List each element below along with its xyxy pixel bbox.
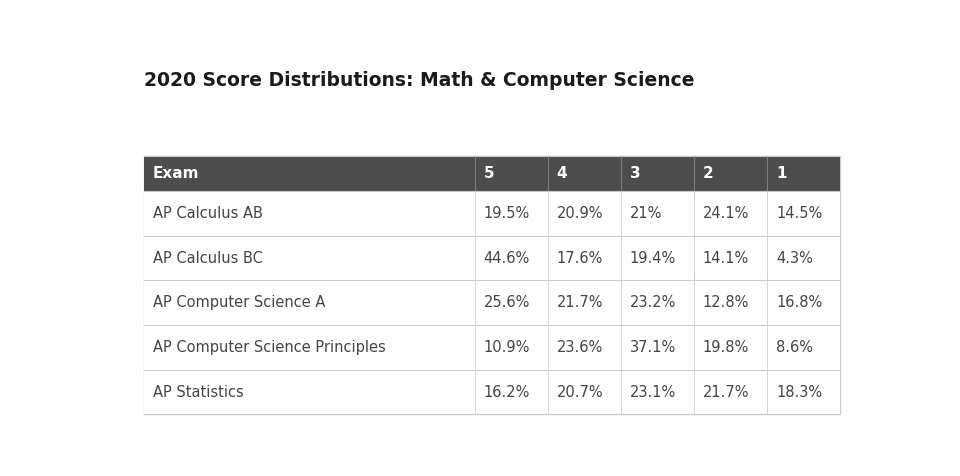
Text: 14.1%: 14.1% bbox=[703, 250, 749, 266]
Text: 19.8%: 19.8% bbox=[703, 340, 749, 355]
Text: 21.7%: 21.7% bbox=[557, 295, 603, 310]
Text: AP Computer Science A: AP Computer Science A bbox=[153, 295, 325, 310]
Text: 44.6%: 44.6% bbox=[484, 250, 530, 266]
Text: 18.3%: 18.3% bbox=[776, 385, 822, 400]
Text: AP Computer Science Principles: AP Computer Science Principles bbox=[153, 340, 386, 355]
Text: 19.5%: 19.5% bbox=[484, 206, 530, 221]
Text: 2020 Score Distributions: Math & Computer Science: 2020 Score Distributions: Math & Compute… bbox=[144, 71, 694, 90]
Text: AP Statistics: AP Statistics bbox=[153, 385, 244, 400]
Bar bbox=[144, 156, 840, 415]
Bar bbox=[144, 236, 840, 280]
Text: 20.7%: 20.7% bbox=[557, 385, 603, 400]
Text: 23.1%: 23.1% bbox=[630, 385, 676, 400]
Text: AP Calculus AB: AP Calculus AB bbox=[153, 206, 263, 221]
Text: 23.6%: 23.6% bbox=[557, 340, 603, 355]
Text: 20.9%: 20.9% bbox=[557, 206, 603, 221]
Text: 37.1%: 37.1% bbox=[630, 340, 676, 355]
Text: 24.1%: 24.1% bbox=[703, 206, 749, 221]
Text: 23.2%: 23.2% bbox=[630, 295, 676, 310]
Text: 5: 5 bbox=[484, 166, 494, 181]
Text: 1: 1 bbox=[776, 166, 786, 181]
Text: 10.9%: 10.9% bbox=[484, 340, 530, 355]
Text: 4.3%: 4.3% bbox=[776, 250, 813, 266]
Text: 25.6%: 25.6% bbox=[484, 295, 530, 310]
Text: 2: 2 bbox=[703, 166, 713, 181]
Bar bbox=[144, 280, 840, 325]
Text: Exam: Exam bbox=[153, 166, 200, 181]
Text: 8.6%: 8.6% bbox=[776, 340, 813, 355]
Text: 21%: 21% bbox=[630, 206, 662, 221]
Text: 17.6%: 17.6% bbox=[557, 250, 603, 266]
Text: AP Calculus BC: AP Calculus BC bbox=[153, 250, 263, 266]
Text: 16.2%: 16.2% bbox=[484, 385, 530, 400]
Text: 21.7%: 21.7% bbox=[703, 385, 750, 400]
Bar bbox=[144, 191, 840, 236]
Text: 16.8%: 16.8% bbox=[776, 295, 823, 310]
Bar bbox=[144, 370, 840, 415]
Text: 19.4%: 19.4% bbox=[630, 250, 676, 266]
Text: 12.8%: 12.8% bbox=[703, 295, 749, 310]
Bar bbox=[144, 156, 840, 191]
Bar bbox=[144, 325, 840, 370]
Text: 14.5%: 14.5% bbox=[776, 206, 823, 221]
Text: 3: 3 bbox=[630, 166, 640, 181]
Text: 4: 4 bbox=[557, 166, 567, 181]
